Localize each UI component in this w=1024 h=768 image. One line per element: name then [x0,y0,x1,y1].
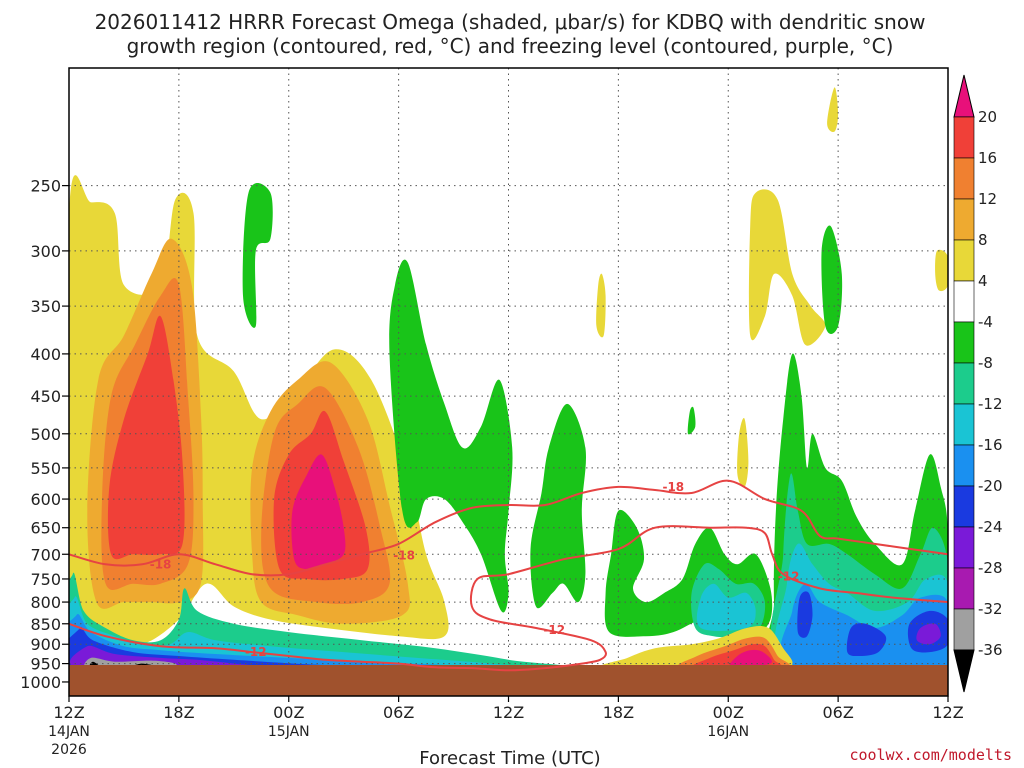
contour-label: -18 [150,557,172,571]
colorbar-bottom-arrow [953,649,975,693]
x-tick-label: 00Z [273,703,304,722]
omega-region-36 [687,406,696,435]
colorbar-swatch [953,280,975,323]
axes-layer: 2503003504004505005506006507007508008509… [20,177,963,758]
colorbar-label: 4 [978,272,988,290]
colorbar-swatch [953,608,975,651]
y-tick-label: 900 [30,635,61,654]
contour-label: -18 [393,548,415,562]
x-date-label: 15JAN [268,724,310,740]
omega-region-40 [827,87,839,133]
omega-region-22 [916,623,941,645]
colorbar: 20 16 12 8 4 -4 -8 -12 -16 -20 -24 -28 -32 -36 [953,74,1003,693]
contour-line-minus12 [69,525,948,672]
omega-region-35 [596,273,606,338]
colorbar-swatch [953,526,975,569]
colorbar-label: -24 [978,518,1003,536]
y-tick-label: 1000 [20,673,61,692]
colorbar-top-arrow [953,74,975,118]
omega-region-41 [935,249,948,292]
colorbar-swatch [953,116,975,159]
x-tick-label: 12Z [932,703,963,722]
y-tick-label: 500 [30,425,61,444]
y-tick-label: 950 [30,655,61,674]
colorbar-label: 20 [978,108,997,126]
x-tick-label: 06Z [383,703,414,722]
x-tick-label: 12Z [53,703,84,722]
colorbar-swatch [953,157,975,200]
omega-region-37 [737,418,749,488]
omega-region-26 [730,649,772,668]
y-tick-label: 600 [30,490,61,509]
contour-layer [69,479,948,672]
omega-region-17 [696,583,756,631]
chart-title: 2026011412 HRRR Forecast Omega (shaded, … [95,10,926,34]
omega-region-6 [107,315,185,560]
y-tick-label: 650 [30,519,61,538]
contour-label: -12 [778,570,800,584]
x-tick-label: 18Z [603,703,634,722]
omega-region-9 [242,183,273,328]
contour-label: -12 [543,623,565,637]
y-tick-label: 550 [30,459,61,478]
credit-text: coolwx.com/modelts [849,746,1012,764]
colorbar-label: -4 [978,313,993,331]
colorbar-label: 16 [978,149,997,167]
colorbar-swatch [953,444,975,487]
x-tick-label: 18Z [163,703,194,722]
colorbar-label: -16 [978,436,1003,454]
colorbar-swatch [953,403,975,446]
colorbar-swatch [953,321,975,364]
grid-layer [69,68,948,665]
omega-region-10 [389,259,513,613]
x-year-label: 2026 [51,742,87,758]
y-tick-label: 350 [30,297,61,316]
y-tick-label: 800 [30,593,61,612]
colorbar-label: -20 [978,477,1003,495]
contour-line-minus18 [69,479,948,577]
y-tick-label: 300 [30,242,61,261]
x-axis-title: Forecast Time (UTC) [419,748,600,768]
chart-subtitle: growth region (contoured, red, °C) and f… [127,34,894,58]
contour-label: -18 [662,480,684,494]
omega-region-8 [291,454,346,570]
colorbar-label: 8 [978,231,988,249]
x-tick-label: 00Z [713,703,744,722]
colorbar-swatch [953,198,975,241]
omega-region-38 [748,189,826,346]
colorbar-label: -28 [978,559,1003,577]
colorbar-label: -32 [978,600,1003,618]
contour-label-layer: -18 -18 -18 -12 -12 -12 [150,480,800,659]
colorbar-label: 12 [978,190,997,208]
colorbar-swatch [953,239,975,282]
x-tick-label: 12Z [493,703,524,722]
colorbar-swatch [953,362,975,405]
x-tick-label: 06Z [822,703,853,722]
omega-region-20 [846,623,887,657]
colorbar-swatch [953,485,975,528]
colorbar-label: -36 [978,641,1003,659]
omega-region-19 [797,591,813,638]
contour-label: -12 [245,645,267,659]
colorbar-label: -8 [978,354,993,372]
colorbar-swatch [953,567,975,610]
x-date-label: 16JAN [707,724,749,740]
colorbar-label: -12 [978,395,1003,413]
omega-region-39 [821,225,843,334]
y-tick-label: 850 [30,615,61,634]
y-tick-label: 400 [30,345,61,364]
y-tick-label: 700 [30,545,61,564]
y-tick-label: 750 [30,570,61,589]
x-date-label: 14JAN [48,724,90,740]
y-tick-label: 250 [30,177,61,196]
y-tick-label: 450 [30,387,61,406]
